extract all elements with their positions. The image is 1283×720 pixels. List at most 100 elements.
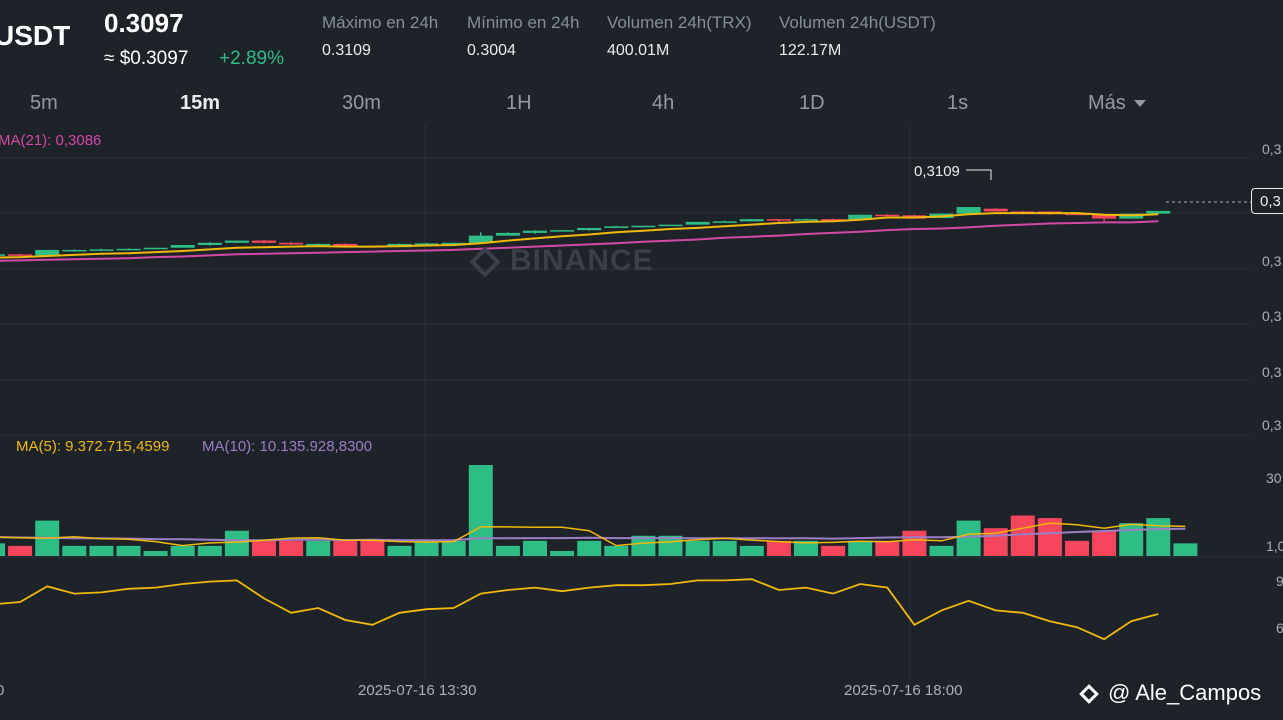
oscillator-line	[0, 578, 1159, 641]
candle-up	[577, 227, 602, 231]
volume-bar	[89, 545, 114, 556]
volume-bar	[523, 540, 547, 556]
candle-up	[197, 242, 222, 245]
candle-up	[116, 248, 141, 251]
trading-pair-symbol[interactable]: USDT	[0, 20, 71, 51]
price-axis-label: 0,3	[1262, 253, 1282, 269]
market-header: USDT 0.3097 ≈ $0.3097 +2.89% Máximo en 2…	[0, 0, 1283, 85]
volume-bar	[1173, 543, 1198, 556]
candle-up	[495, 232, 520, 236]
volume-bar	[0, 543, 5, 556]
tab-1h[interactable]: 1H	[506, 92, 532, 114]
volume-bar	[224, 530, 249, 556]
candle-up	[658, 224, 683, 227]
volume-bar	[712, 540, 737, 556]
tab-more[interactable]: Más	[1088, 92, 1146, 115]
candle-up	[550, 230, 575, 232]
candle-down	[1065, 213, 1089, 216]
volume-bar	[739, 545, 764, 556]
candle-up	[414, 243, 439, 245]
author-handle: @ Ale_Campos	[1108, 680, 1262, 705]
volume-bar	[143, 550, 168, 556]
volume-bar	[116, 545, 141, 556]
volume-bar	[1119, 523, 1144, 556]
approx-usd-price: ≈ $0.3097	[104, 48, 189, 69]
ma21-line	[0, 220, 1159, 262]
candle-up	[468, 235, 493, 243]
volume-bar	[631, 535, 656, 556]
volume-ma10-line	[0, 527, 1186, 542]
volume-ma5-legend: MA(5): 9.372.715,4599	[16, 438, 170, 455]
oscillator-axis-label: 9	[1276, 573, 1283, 589]
volume-bar	[1010, 515, 1035, 556]
candle-up	[794, 219, 818, 221]
volume-bar	[387, 545, 412, 556]
candle-up	[306, 243, 331, 246]
caret-down-icon	[1133, 100, 1146, 108]
price-axis-label: 0,3	[1262, 364, 1282, 380]
volume-bar	[306, 540, 331, 556]
price-axis-label: 0,3	[1262, 141, 1282, 157]
tab-4h[interactable]: 4h	[652, 92, 675, 114]
volume-bar	[360, 540, 385, 556]
price-axis-label: 0,3	[1262, 308, 1282, 324]
volume-bar	[1146, 518, 1171, 556]
author-credit: @ Ale_Campos	[1079, 680, 1262, 706]
candle-up	[89, 249, 114, 251]
candle-up	[848, 214, 873, 220]
volume-bar	[279, 540, 304, 556]
candle-up	[1146, 210, 1171, 214]
volume-bar	[821, 545, 846, 556]
volume-bar	[848, 540, 873, 556]
price-ma-legend: MA(21): 0,3086	[0, 132, 102, 149]
stat-label: Volumen 24h(USDT)	[779, 13, 936, 32]
last-price: 0.3097	[104, 8, 184, 38]
candle-down	[1092, 214, 1117, 219]
volume-bar	[929, 545, 954, 556]
volume-ma10-legend: MA(10): 10.135.928,8300	[202, 438, 373, 455]
tab-15m[interactable]: 15m	[180, 92, 221, 114]
volume-bar	[766, 540, 791, 556]
tab-more-label: Más	[1088, 92, 1126, 114]
stat-24h-high: Máximo en 24h 0.3109	[322, 13, 438, 60]
volume-bar	[414, 540, 439, 556]
volume-bar	[333, 540, 358, 556]
candle-down	[333, 243, 358, 247]
candle-down	[983, 208, 1008, 212]
time-axis-label: 0	[0, 682, 5, 699]
volume-axis-label: 30	[1266, 470, 1282, 486]
ma-fast-line	[0, 212, 1159, 259]
volume-bar	[8, 545, 33, 556]
tab-30m[interactable]: 30m	[342, 92, 381, 114]
volume-bar	[604, 545, 629, 556]
stat-label: Volumen 24h(TRX)	[607, 13, 752, 32]
volume-bar	[1065, 540, 1089, 556]
volume-bar	[252, 540, 276, 556]
candle-up	[35, 249, 60, 256]
tab-5m[interactable]: 5m	[30, 92, 58, 114]
candle-up	[441, 242, 466, 245]
candle-up	[62, 249, 87, 252]
oscillator-axis-label: 6	[1276, 620, 1283, 636]
candle-down	[252, 240, 276, 243]
high-marker-line	[966, 169, 992, 180]
candle-up	[170, 245, 195, 248]
candle-down	[279, 242, 304, 245]
watermark-label: BINANCE	[510, 244, 654, 277]
candle-down	[821, 219, 846, 221]
stat-value: 0.3004	[467, 42, 516, 59]
stat-label: Máximo en 24h	[322, 13, 439, 32]
candle-up	[143, 247, 168, 250]
candle-up	[604, 226, 629, 228]
binance-logo-icon	[469, 246, 501, 278]
candle-up	[0, 254, 5, 256]
interval-tabs: 5m 15m 30m 1H 4h 1D 1s Más	[0, 88, 1283, 122]
candle-up	[712, 221, 737, 223]
stat-24h-volume-usdt: Volumen 24h(USDT) 122.17M	[779, 13, 936, 60]
volume-bar	[468, 465, 493, 556]
tab-1d[interactable]: 1D	[799, 92, 825, 114]
volume-bar	[170, 545, 195, 556]
volume-axis-label: 1,0	[1266, 538, 1283, 554]
tab-1s[interactable]: 1s	[947, 92, 969, 114]
